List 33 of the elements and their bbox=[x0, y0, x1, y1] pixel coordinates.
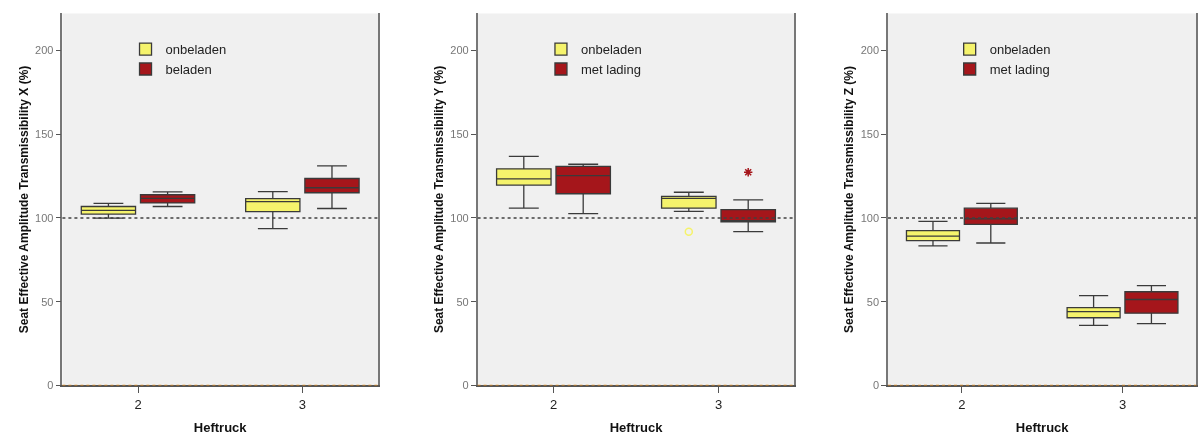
y-axis-title: Seat Effective Amplitude Transmissibility Z (%) bbox=[842, 65, 857, 333]
legend-label: onbeladen bbox=[165, 42, 227, 58]
y-tick-label: 200 bbox=[35, 44, 54, 57]
y-axis-title: Seat Effective Amplitude Transmissibility X (%) bbox=[16, 65, 31, 334]
legend-label: onbeladen bbox=[989, 42, 1051, 58]
y-tick-label: 150 bbox=[860, 127, 880, 140]
legend-label: beladen bbox=[165, 62, 212, 78]
legend-label: met lading bbox=[580, 62, 641, 78]
y-tick-label: 150 bbox=[35, 127, 54, 140]
x-tick-label: 3 bbox=[298, 396, 307, 412]
y-tick-label: 100 bbox=[860, 211, 880, 224]
y-tick-label: 50 bbox=[456, 295, 469, 308]
x-axis-title: Heftruck bbox=[193, 419, 248, 435]
x-tick-label: 3 bbox=[1118, 396, 1127, 412]
x-tick-label: 3 bbox=[714, 396, 723, 412]
y-axis-title: Seat Effective Amplitude Transmissibility Y (%) bbox=[432, 65, 447, 334]
y-tick-label: 200 bbox=[860, 44, 880, 57]
legend-label: met lading bbox=[989, 62, 1050, 78]
y-tick-label: 0 bbox=[872, 379, 880, 392]
x-axis-title: Heftruck bbox=[609, 419, 664, 435]
y-tick-label: 0 bbox=[462, 379, 469, 392]
x-tick-label: 2 bbox=[958, 396, 966, 412]
y-tick-label: 100 bbox=[35, 211, 54, 224]
x-axis-title: Heftruck bbox=[1015, 419, 1070, 435]
legend-label: onbeladen bbox=[580, 42, 642, 58]
y-tick-label: 50 bbox=[866, 295, 880, 308]
y-tick-label: 150 bbox=[450, 127, 469, 140]
y-tick-label: 100 bbox=[450, 211, 469, 224]
y-tick-label: 50 bbox=[41, 295, 54, 308]
x-tick-label: 2 bbox=[134, 396, 142, 412]
y-tick-label: 200 bbox=[450, 44, 469, 57]
x-tick-label: 2 bbox=[549, 396, 558, 412]
y-tick-label: 0 bbox=[47, 379, 54, 392]
